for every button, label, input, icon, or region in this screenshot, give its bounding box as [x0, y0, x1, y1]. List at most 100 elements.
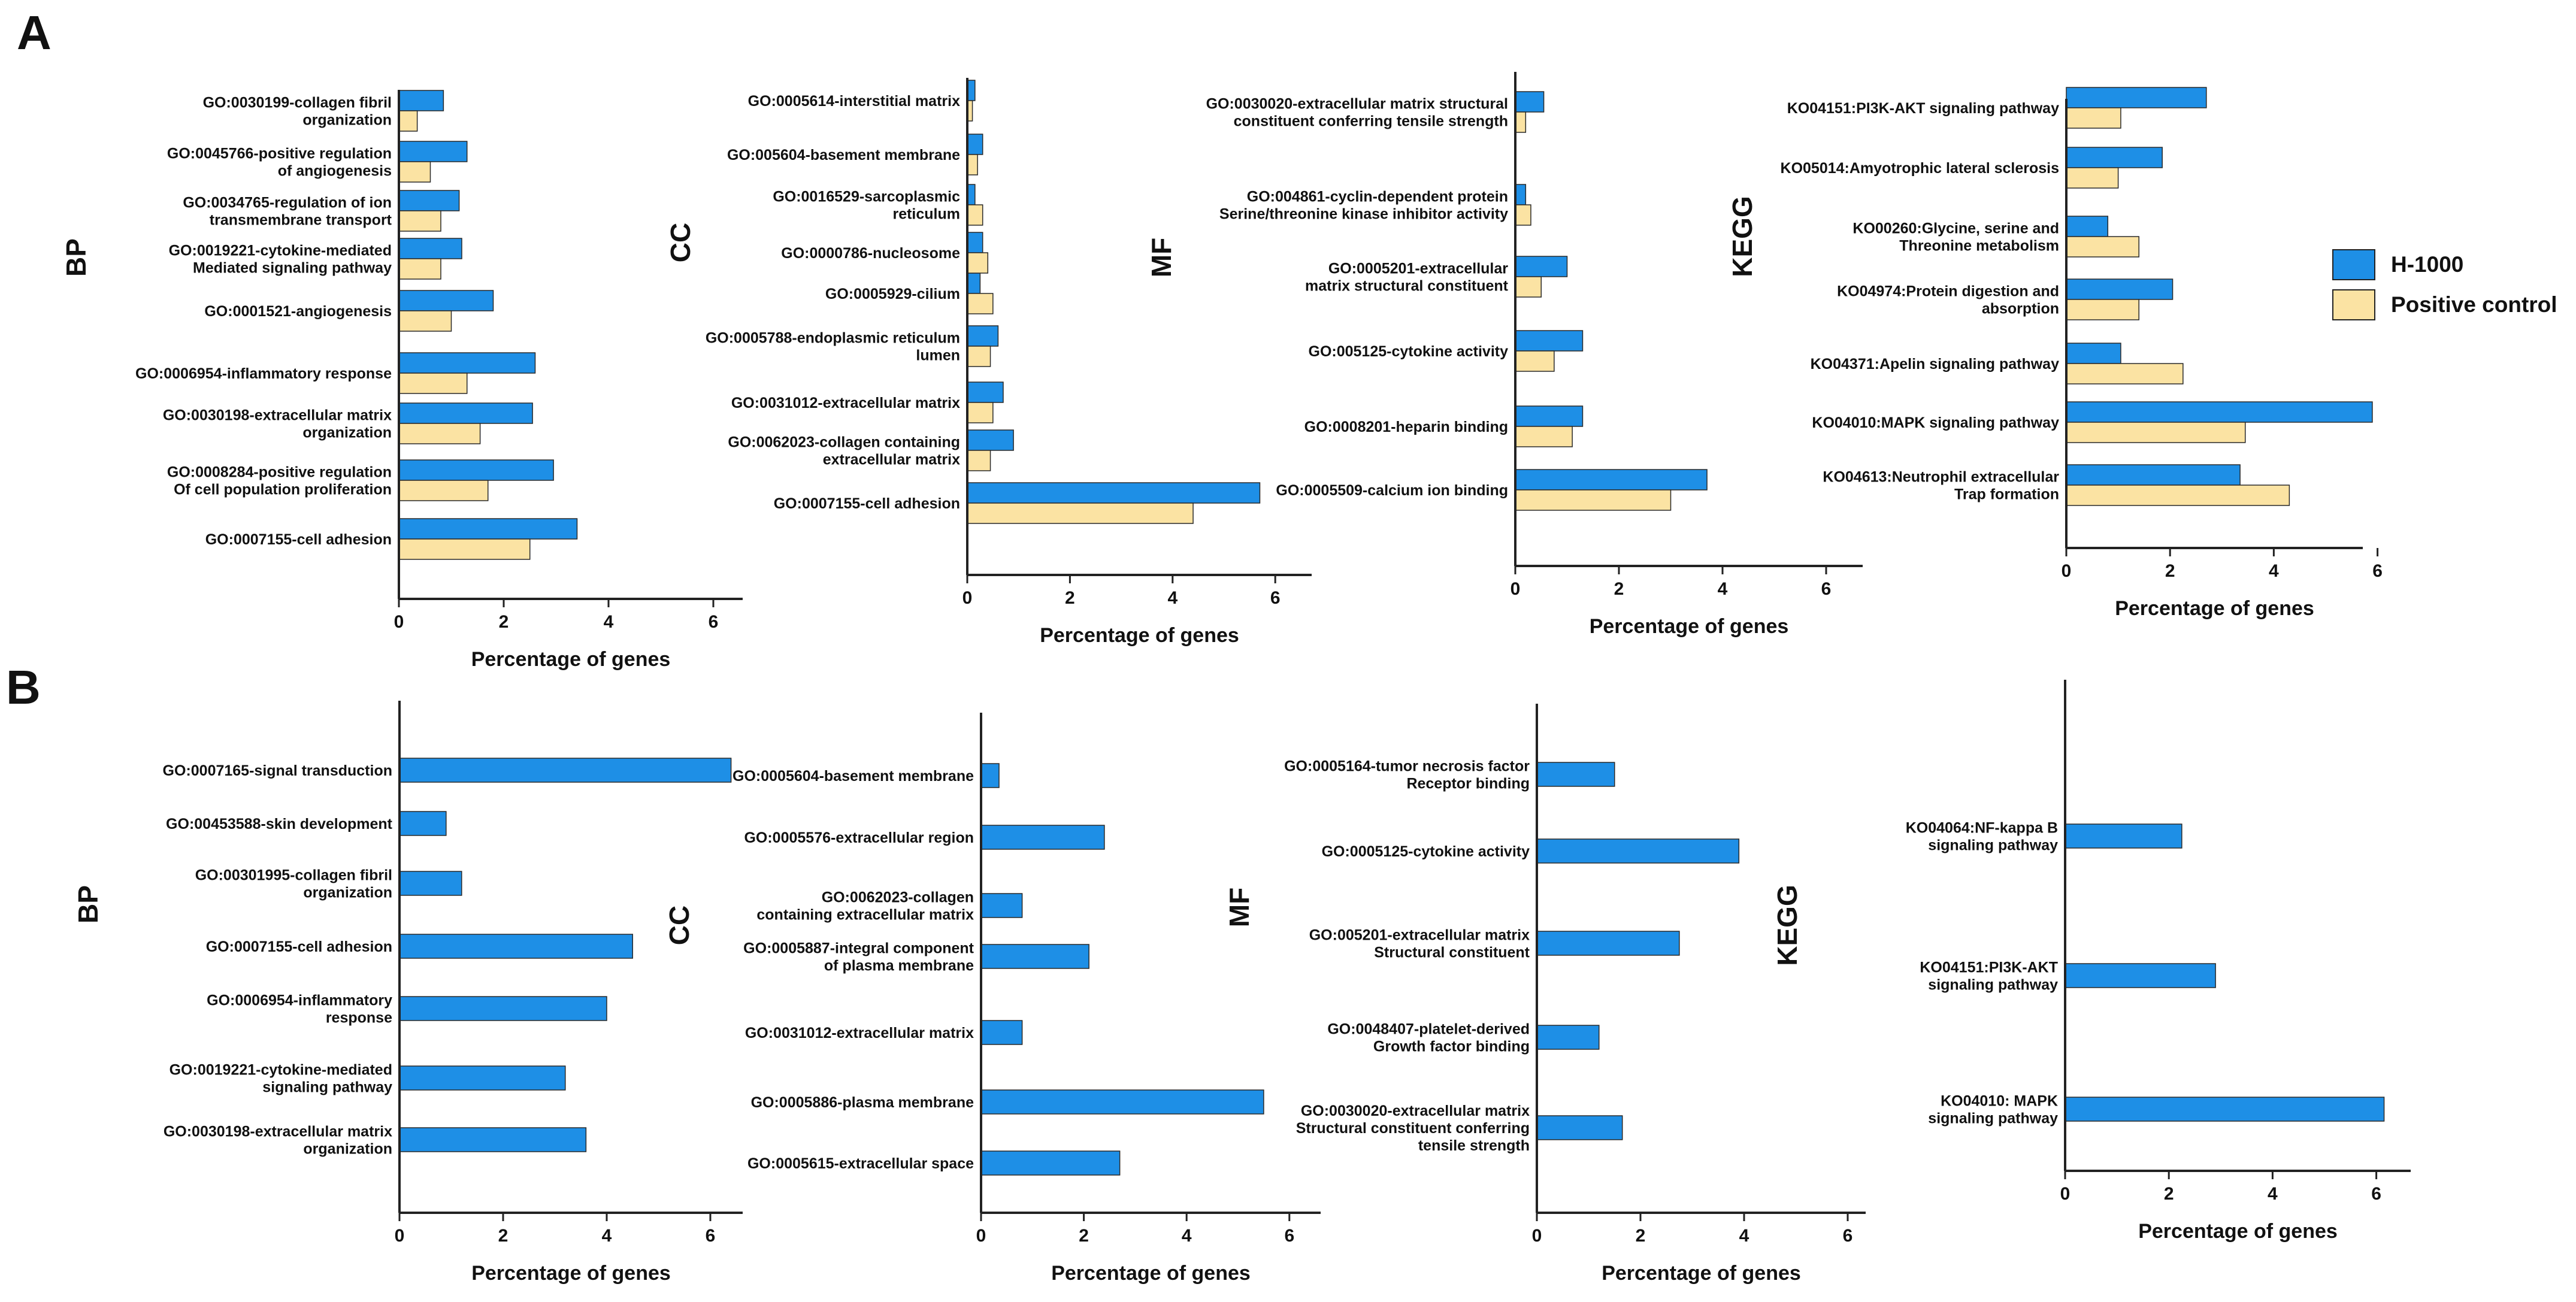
category-label: GO:0048407-platelet-derived Growth factor… [1327, 1021, 1530, 1055]
bar-h1000 [2066, 278, 2174, 300]
bar-positive-control [398, 161, 431, 183]
bar-h1000 [398, 238, 462, 259]
x-tick-label: 4 [1739, 1226, 1749, 1246]
bar-positive-control [2066, 167, 2119, 189]
x-tick-label: 2 [1079, 1226, 1089, 1246]
bar-positive-control [2066, 107, 2121, 129]
x-tick-label: 2 [2164, 1184, 2174, 1204]
bar-positive-control [2066, 236, 2139, 258]
bar-h1000 [2065, 1097, 2385, 1122]
x-tick-label: 2 [2165, 561, 2175, 581]
bar-h1000 [980, 944, 1089, 969]
category-label: GO:0006954-inflammatory response [135, 365, 392, 382]
bar-positive-control [398, 423, 481, 444]
bar-positive-control [2066, 485, 2290, 506]
bar-h1000 [398, 141, 468, 162]
bar-positive-control [2066, 422, 2246, 443]
x-tick-label: 0 [962, 588, 973, 608]
bar-h1000 [399, 1065, 566, 1091]
bar-positive-control [1515, 426, 1573, 447]
bar-h1000 [2066, 87, 2207, 108]
bar-h1000 [967, 381, 1004, 403]
panel-label-a: A [17, 6, 52, 59]
bar-h1000 [398, 402, 533, 424]
bar-h1000 [398, 352, 536, 374]
bar-positive-control [967, 402, 994, 423]
category-label: GO:0062023-collagen containing extracellu… [756, 889, 974, 923]
category-label: GO:0005615-extracellular space [747, 1155, 974, 1172]
category-label: GO:005201-extracellular matrix Structural… [1309, 927, 1530, 961]
bar-positive-control [1515, 276, 1542, 298]
category-label: GO:0007155-cell adhesion [205, 531, 392, 548]
bar-h1000 [1515, 256, 1568, 277]
bar-h1000 [980, 1020, 1023, 1045]
category-label: GO:0019221-cytokine-mediated Mediated sig… [169, 243, 392, 277]
legend-swatch-h1000 [2332, 249, 2375, 280]
bar-h1000 [967, 429, 1014, 451]
bar-h1000 [980, 1150, 1121, 1176]
category-label: KO04151:PI3K-AKT signaling pathway [1787, 100, 2059, 117]
x-tick-label: 6 [1284, 1226, 1294, 1246]
bar-h1000 [980, 825, 1105, 850]
bar-positive-control [398, 538, 531, 560]
bar-h1000 [2066, 464, 2241, 486]
category-label: GO:00301995-collagen fibril organization [195, 867, 392, 901]
category-label: GO:0005125-cytokine activity [1322, 843, 1530, 860]
bar-h1000 [980, 893, 1023, 918]
x-tick-label: 4 [602, 1226, 612, 1246]
category-label: GO:0005164-tumor necrosis factor Receptor… [1284, 758, 1530, 792]
x-tick-label: 6 [706, 1226, 716, 1246]
bar-h1000 [398, 518, 578, 540]
side-label-mf: MF [1224, 888, 1255, 927]
x-tick-label: 4 [1718, 579, 1728, 599]
bar-positive-control [398, 110, 418, 132]
category-label: GO:0016529-sarcoplasmic reticulum [773, 189, 960, 223]
bar-positive-control [2066, 363, 2184, 384]
bar-h1000 [2066, 343, 2121, 364]
category-label: GO:0019221-cytokine-mediated signaling pa… [169, 1062, 392, 1096]
chart-a-cc: GO:0005614-interstitial matrix GO:005604-… [665, 78, 1312, 647]
chart-b-bp: GO:0007165-signal transduction GO:0045358… [72, 701, 743, 1285]
bar-h1000 [980, 763, 1000, 788]
chart-a-kegg: KO04151:PI3K-AKT signaling pathway KO0501… [1727, 87, 2383, 620]
chart-a-mf: GO:0030020-extracellular matrix structur… [1146, 72, 1863, 638]
bar-h1000 [399, 758, 732, 783]
category-label: GO:0005576-extracellular region [744, 829, 974, 846]
legend: H-1000 Positive control [2332, 249, 2557, 320]
bar-h1000 [1515, 330, 1584, 352]
x-tick-label: 2 [1065, 588, 1075, 608]
x-tick-label: 4 [2268, 1184, 2278, 1204]
x-axis-label: Percentage of genes [1590, 615, 1789, 638]
bar-h1000 [967, 232, 983, 253]
bar-h1000 [1515, 184, 1527, 205]
side-label-kegg: KEGG [1727, 196, 1758, 277]
side-label-mf: MF [1146, 238, 1177, 277]
bar-h1000 [2066, 147, 2163, 168]
bar-positive-control [967, 346, 991, 367]
category-label: GO:0005604-basement membrane [732, 768, 974, 785]
bar-h1000 [967, 325, 999, 347]
bar-h1000 [1515, 91, 1545, 113]
bar-positive-control [398, 310, 452, 332]
category-label: GO:0007165-signal transduction [163, 762, 392, 779]
x-tick-label: 0 [1511, 579, 1521, 599]
side-label-cc: CC [664, 906, 695, 945]
category-label: KO05014:Amyotrophic lateral sclerosis [1781, 160, 2059, 177]
category-label: GO:0001521-angiogenesis [204, 303, 392, 320]
category-label: GO:0007155-cell adhesion [774, 495, 960, 512]
side-label-cc: CC [665, 223, 696, 262]
x-axis-label: Percentage of genes [471, 1262, 671, 1285]
category-label: GO:00453588-skin development [166, 816, 393, 832]
bar-positive-control [967, 450, 991, 471]
bar-h1000 [399, 871, 462, 896]
x-axis-label: Percentage of genes [1040, 624, 1239, 647]
bar-h1000 [1515, 469, 1708, 490]
category-label: GO:0030020-extracellular matrix Structura… [1296, 1103, 1530, 1154]
category-label: KO04010:MAPK signaling pathway [1812, 414, 2059, 431]
x-tick-label: 2 [498, 1226, 508, 1246]
side-label-bp: BP [72, 885, 104, 923]
category-label: GO:0045766-positive regulation of angioge… [167, 146, 392, 180]
category-label: GO:0000786-nucleosome [781, 245, 960, 262]
x-tick-label: 0 [976, 1226, 986, 1246]
